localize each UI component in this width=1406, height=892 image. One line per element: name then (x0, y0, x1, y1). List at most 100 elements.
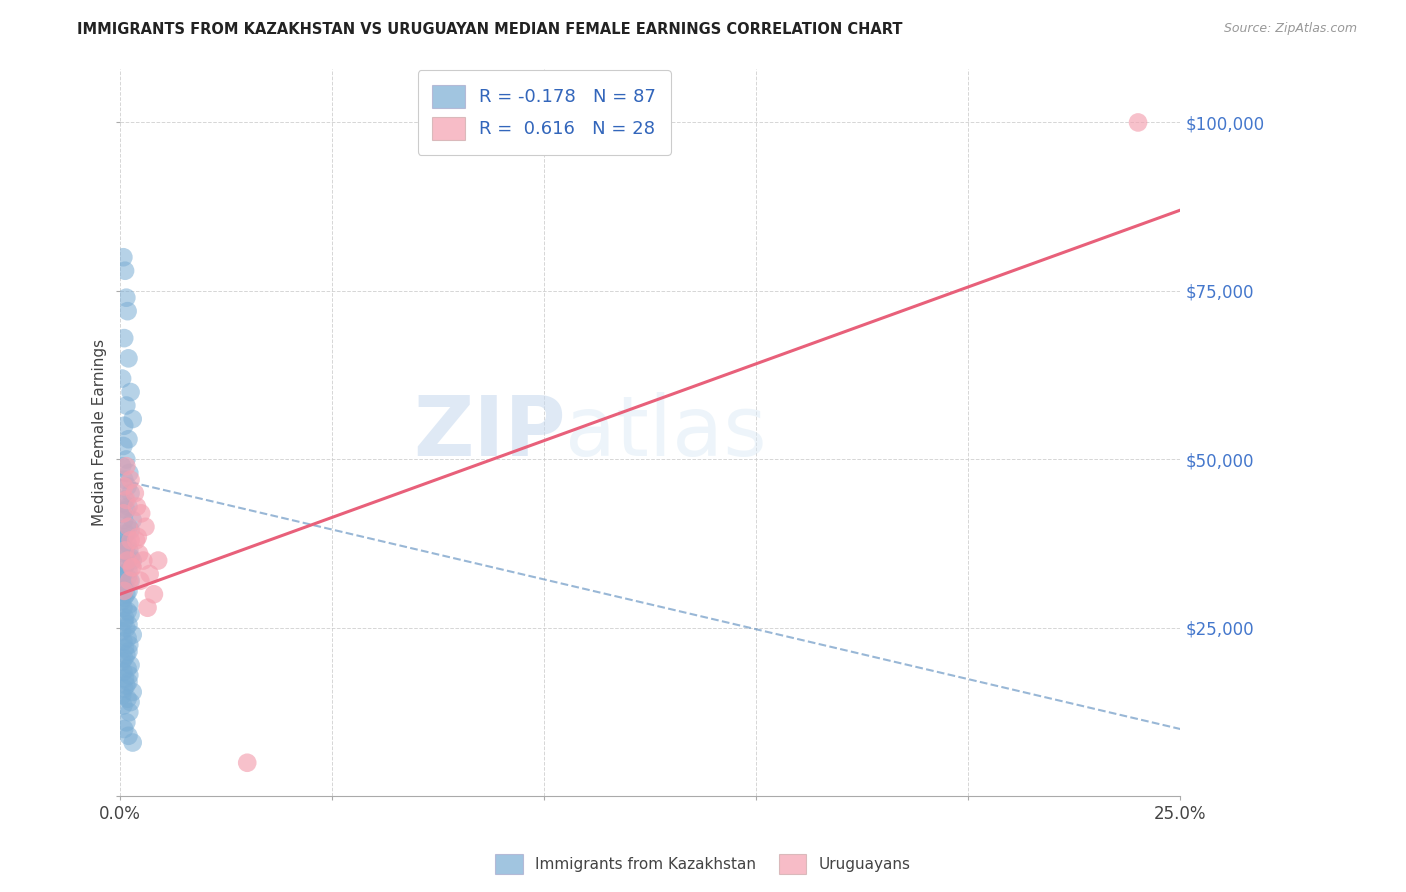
Point (114, 672, 136, 686)
Point (120, 473, 142, 487)
Point (112, 698, 135, 713)
Point (117, 500, 139, 514)
Point (118, 543, 141, 558)
Point (115, 526, 138, 541)
Point (118, 574, 141, 588)
Point (114, 547, 136, 561)
Text: IMMIGRANTS FROM KAZAKHSTAN VS URUGUAYAN MEDIAN FEMALE EARNINGS CORRELATION CHART: IMMIGRANTS FROM KAZAKHSTAN VS URUGUAYAN … (77, 22, 903, 37)
Point (117, 537, 139, 551)
Point (115, 399, 138, 413)
Point (112, 473, 135, 487)
Point (128, 547, 150, 561)
Point (118, 668, 141, 682)
Point (115, 621, 138, 635)
Point (112, 479, 135, 493)
Point (120, 533, 142, 548)
Point (115, 452, 138, 467)
Point (120, 486, 142, 500)
Point (115, 715, 138, 730)
Text: ZIP: ZIP (413, 392, 565, 473)
Point (111, 507, 134, 521)
Point (111, 371, 134, 385)
Point (121, 513, 143, 527)
Point (112, 634, 135, 648)
Point (117, 583, 139, 598)
Point (112, 439, 135, 453)
Point (134, 520, 156, 534)
Point (117, 729, 139, 743)
Point (120, 574, 142, 588)
Point (138, 567, 160, 582)
Point (111, 533, 134, 548)
Point (114, 543, 136, 558)
Point (121, 412, 143, 426)
Point (117, 570, 139, 584)
Point (121, 560, 143, 574)
Point (112, 577, 135, 591)
Point (118, 638, 141, 652)
Point (115, 678, 138, 692)
Point (112, 530, 135, 544)
Point (118, 466, 141, 480)
Point (1126, 115, 1149, 129)
Point (112, 513, 135, 527)
Point (115, 557, 138, 571)
Point (120, 695, 142, 709)
Point (117, 661, 139, 675)
Point (132, 553, 155, 567)
Point (117, 432, 139, 446)
Point (114, 611, 136, 625)
Point (115, 459, 138, 474)
Point (117, 553, 139, 567)
Point (117, 631, 139, 645)
Point (112, 331, 135, 345)
Legend: R = -0.178   N = 87, R =  0.616   N = 28: R = -0.178 N = 87, R = 0.616 N = 28 (418, 70, 671, 154)
Point (112, 681, 135, 696)
Point (112, 540, 135, 554)
Point (146, 553, 169, 567)
Point (127, 530, 149, 544)
Point (115, 587, 138, 601)
Point (142, 587, 165, 601)
Point (114, 492, 136, 507)
Point (129, 507, 152, 521)
Point (121, 553, 143, 567)
Point (117, 617, 139, 632)
Point (121, 560, 143, 574)
Point (117, 351, 139, 366)
Point (125, 533, 148, 548)
Point (236, 756, 259, 770)
Point (111, 594, 134, 608)
Point (117, 520, 139, 534)
Point (117, 604, 139, 618)
Point (115, 503, 138, 517)
Legend: Immigrants from Kazakhstan, Uruguayans: Immigrants from Kazakhstan, Uruguayans (489, 848, 917, 880)
Point (112, 591, 135, 605)
Point (120, 658, 142, 673)
Point (111, 624, 134, 639)
Point (117, 644, 139, 658)
Point (117, 479, 139, 493)
Point (125, 500, 148, 514)
Point (120, 385, 142, 400)
Point (112, 418, 135, 433)
Point (121, 685, 143, 699)
Point (118, 598, 141, 612)
Point (120, 607, 142, 622)
Point (115, 648, 138, 662)
Point (112, 496, 135, 510)
Point (114, 581, 136, 595)
Point (120, 550, 142, 565)
Point (111, 459, 134, 474)
Point (111, 655, 134, 669)
Point (114, 264, 136, 278)
Point (117, 304, 139, 318)
Point (117, 674, 139, 689)
Point (121, 628, 143, 642)
Point (117, 520, 139, 534)
Point (117, 691, 139, 706)
Point (111, 567, 134, 582)
Point (112, 583, 135, 598)
Text: Source: ZipAtlas.com: Source: ZipAtlas.com (1223, 22, 1357, 36)
Point (112, 614, 135, 628)
